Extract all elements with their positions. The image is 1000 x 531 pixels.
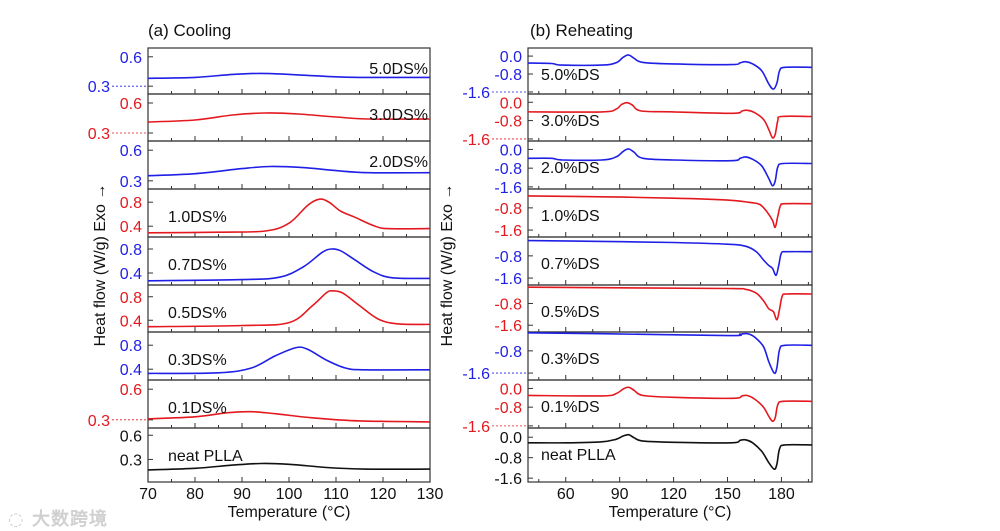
series-label: 3.0%DS <box>541 113 600 130</box>
x-tick-label: 60 <box>557 486 575 503</box>
y-tick-label: 0.0 <box>500 49 522 66</box>
y-tick-label: -1.6 <box>462 132 490 149</box>
series-label: 5.0%DS <box>541 67 600 84</box>
series-label: 2.0DS% <box>369 154 428 171</box>
series-line <box>147 112 431 123</box>
chart-title: (a) Cooling <box>148 21 231 40</box>
series-label: 0.3%DS <box>541 351 600 368</box>
series-line <box>147 346 431 375</box>
series-line <box>527 433 813 470</box>
series-line <box>147 198 431 234</box>
series-line <box>147 248 431 282</box>
series-label: 0.7DS% <box>168 257 227 274</box>
series-label: 0.3DS% <box>168 352 227 369</box>
series-label: 2.0%DS <box>541 160 600 177</box>
series-label: 5.0DS% <box>369 61 428 78</box>
x-tick-label: 100 <box>276 486 303 503</box>
series-line <box>527 386 813 423</box>
series-line <box>527 195 813 229</box>
series-line <box>147 410 431 423</box>
y-tick-label: -0.8 <box>494 201 522 218</box>
y-axis-label: Heat flow (W/g) Exo → <box>92 184 109 347</box>
y-tick-label: -0.8 <box>494 67 522 84</box>
x-tick-label: 80 <box>186 486 204 503</box>
y-tick-label: -1.6 <box>462 419 490 436</box>
y-tick-label: 0.6 <box>120 382 142 399</box>
y-tick-label: -1.6 <box>494 223 522 240</box>
y-tick-label: 0.8 <box>120 195 142 212</box>
y-tick-label: -0.8 <box>494 400 522 417</box>
y-tick-label: 0.4 <box>120 266 142 283</box>
x-tick-label: 150 <box>714 486 741 503</box>
x-axis-label: Temperature (°C) <box>228 504 351 521</box>
series-line <box>527 332 813 375</box>
x-tick-label: 180 <box>768 486 795 503</box>
y-tick-label: -1.6 <box>494 180 522 197</box>
series-line <box>147 165 431 177</box>
series-label: 1.0%DS <box>541 208 600 225</box>
y-tick-label: 0.0 <box>500 381 522 398</box>
y-tick-label: 0.0 <box>500 95 522 112</box>
y-tick-label: -0.8 <box>494 451 522 468</box>
x-tick-label: 70 <box>139 486 157 503</box>
y-tick-label: 0.3 <box>120 452 142 469</box>
x-tick-label: 110 <box>323 486 349 503</box>
y-tick-label: 0.4 <box>120 313 142 330</box>
series-line <box>527 286 813 321</box>
y-tick-label: 0.3 <box>88 413 110 430</box>
series-line <box>527 101 813 139</box>
y-tick-label: -0.8 <box>494 114 522 131</box>
y-tick-label: -1.6 <box>462 85 490 102</box>
subplot-frame <box>527 427 813 483</box>
y-tick-label: -1.6 <box>494 271 522 288</box>
series-label: 3.0DS% <box>369 107 428 124</box>
y-tick-label: 0.0 <box>500 430 522 447</box>
chart-title: (b) Reheating <box>530 21 633 40</box>
y-tick-label: 0.6 <box>120 96 142 113</box>
series-line <box>527 239 813 277</box>
y-tick-label: 0.6 <box>120 50 142 67</box>
x-tick-label: 90 <box>233 486 251 503</box>
y-tick-label: 0.3 <box>88 126 110 143</box>
watermark-text: 大数跨境 <box>31 509 108 530</box>
y-tick-label: -1.6 <box>462 366 490 383</box>
series-label: neat PLLA <box>541 447 616 464</box>
series-label: neat PLLA <box>168 448 243 465</box>
series-label: 0.1DS% <box>168 400 227 417</box>
watermark-logo: ◌ 大数跨境 <box>8 509 108 530</box>
y-tick-label: 0.6 <box>120 143 142 160</box>
y-tick-label: -0.8 <box>494 296 522 313</box>
series-line <box>527 54 813 90</box>
y-tick-label: 0.3 <box>88 79 110 96</box>
x-axis-label: Temperature (°C) <box>609 504 732 521</box>
y-tick-label: -1.6 <box>494 318 522 335</box>
series-line <box>147 462 431 471</box>
y-tick-label: -1.6 <box>494 471 522 488</box>
y-tick-label: 0.6 <box>120 428 142 445</box>
x-tick-label: 90 <box>611 486 629 503</box>
y-tick-label: -0.8 <box>494 161 522 178</box>
y-tick-label: 0.4 <box>120 362 142 379</box>
series-label: 0.5%DS <box>541 304 600 321</box>
series-label: 0.5DS% <box>168 305 227 322</box>
y-tick-label: 0.8 <box>120 290 142 307</box>
series-label: 0.7%DS <box>541 256 600 273</box>
y-tick-label: 0.8 <box>120 338 142 355</box>
series-line <box>147 289 431 328</box>
x-tick-label: 120 <box>660 486 687 503</box>
y-tick-label: 0.4 <box>120 219 142 236</box>
y-axis-label: Heat flow (W/g) Exo → <box>439 184 456 347</box>
y-tick-label: -0.8 <box>494 344 522 361</box>
y-tick-label: -0.8 <box>494 249 522 266</box>
y-tick-label: 0.8 <box>120 242 142 259</box>
y-tick-label: 0.3 <box>120 174 142 191</box>
x-tick-label: 130 <box>417 486 444 503</box>
series-label: 0.1%DS <box>541 399 600 416</box>
series-line <box>147 72 431 80</box>
y-tick-label: 0.0 <box>500 142 522 159</box>
series-line <box>527 148 813 187</box>
series-label: 1.0DS% <box>168 209 227 226</box>
x-tick-label: 120 <box>370 486 397 503</box>
